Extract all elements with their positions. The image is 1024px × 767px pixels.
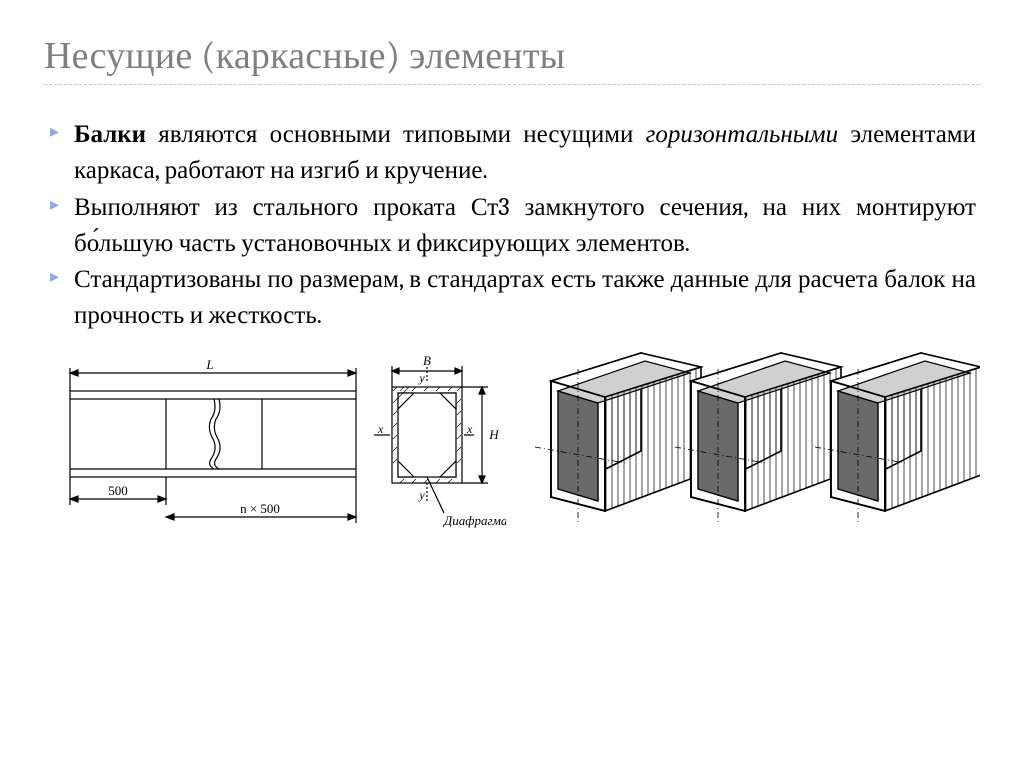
dim-n500: n × 500 — [240, 501, 280, 516]
figure-row: L 500 n × 500 B y y x x H Диафрагма — [44, 351, 980, 529]
title-rule — [44, 84, 980, 85]
axis-y-bot: y — [418, 488, 425, 502]
beam-drawing-svg: L 500 n × 500 B y y x x H Диафрагма — [44, 351, 506, 529]
bullet-item: Балки являются основными типовыми несущи… — [48, 117, 976, 190]
beam-technical-drawing: L 500 n × 500 B y y x x H Диафрагма — [44, 351, 506, 529]
page-title: Несущие (каркасные) элементы — [44, 34, 980, 78]
beam-iso-svg — [524, 351, 980, 529]
bullet-list: Балки являются основными типовыми несущи… — [48, 117, 976, 335]
label-diaphragm: Диафрагма — [442, 513, 506, 528]
bullet-item: Стандартизованы по размерам, в стандарта… — [48, 262, 976, 335]
dim-500: 500 — [108, 483, 128, 498]
dim-B: B — [423, 353, 431, 368]
dim-H: H — [488, 427, 499, 442]
bullet-item: Выполняют из стального проката Ст3 замкн… — [48, 190, 976, 263]
dim-L: L — [205, 357, 213, 372]
axis-y-top: y — [418, 371, 425, 385]
axis-x-left: x — [377, 422, 384, 436]
beam-isometric-illustration — [524, 351, 980, 529]
axis-x-right: x — [466, 422, 473, 436]
